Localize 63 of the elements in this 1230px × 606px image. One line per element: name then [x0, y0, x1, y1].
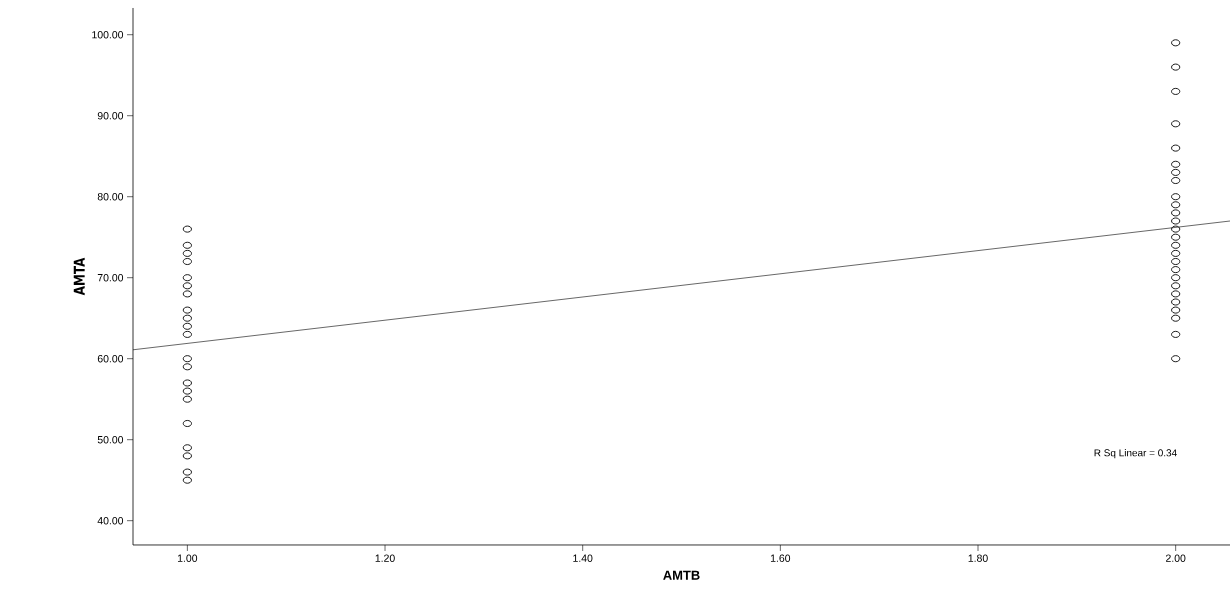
point	[182, 241, 192, 249]
point	[182, 258, 192, 265]
x-tick-label: 1.20	[375, 554, 395, 562]
point	[1171, 330, 1181, 338]
point	[1171, 266, 1181, 274]
point	[182, 444, 192, 452]
point	[182, 395, 192, 403]
point	[182, 282, 192, 290]
x-tick-label: 1.60	[770, 554, 791, 562]
annotation: R Sq Linear = 0.34	[1094, 449, 1177, 459]
point	[1171, 160, 1181, 168]
point	[1171, 209, 1181, 217]
point	[1171, 306, 1181, 314]
y-tick-label: 80.00	[97, 193, 124, 201]
point	[1171, 298, 1181, 306]
point	[182, 387, 192, 395]
point	[182, 355, 192, 363]
x-tick-label: 1.00	[177, 554, 198, 562]
point	[1171, 168, 1181, 176]
y-tick-label: 50.00	[97, 436, 124, 444]
point	[182, 314, 192, 322]
point	[1171, 225, 1181, 233]
y-tick-label: 70.00	[97, 274, 124, 282]
point	[1171, 290, 1181, 298]
y-tick-label: 90.00	[97, 112, 124, 120]
y-tick-label: 40.00	[97, 516, 124, 525]
point	[1171, 177, 1181, 184]
point	[1171, 274, 1181, 282]
point	[182, 363, 192, 371]
point	[182, 274, 192, 282]
point	[182, 379, 192, 387]
point	[1171, 87, 1181, 95]
point	[182, 419, 192, 427]
point	[182, 322, 192, 330]
point	[1171, 233, 1181, 241]
point	[1171, 144, 1181, 152]
point	[1171, 201, 1181, 209]
y-tick-label: 60.00	[97, 355, 124, 363]
point	[1171, 282, 1181, 290]
point	[1171, 258, 1181, 265]
point	[1171, 314, 1181, 322]
x-tick-label: 1.40	[573, 554, 593, 562]
point	[182, 468, 192, 476]
point	[1171, 63, 1181, 71]
point	[1171, 249, 1181, 257]
point	[1171, 241, 1181, 249]
point	[182, 225, 192, 233]
x-tick-label: 2.00	[1166, 554, 1186, 562]
x-tick-label: 1.80	[968, 554, 988, 562]
point	[182, 306, 192, 314]
point	[1171, 355, 1181, 363]
point	[182, 330, 192, 338]
point	[1171, 120, 1181, 128]
point	[1171, 193, 1181, 201]
point	[1171, 217, 1181, 225]
y-tick-label: 100.00	[92, 31, 124, 39]
point	[182, 249, 192, 257]
point	[182, 452, 192, 460]
point	[1171, 39, 1181, 47]
y-axis-title: AMTA	[73, 257, 85, 296]
point	[182, 476, 192, 484]
point	[182, 290, 192, 298]
x-axis-title: AMTB	[663, 570, 700, 580]
